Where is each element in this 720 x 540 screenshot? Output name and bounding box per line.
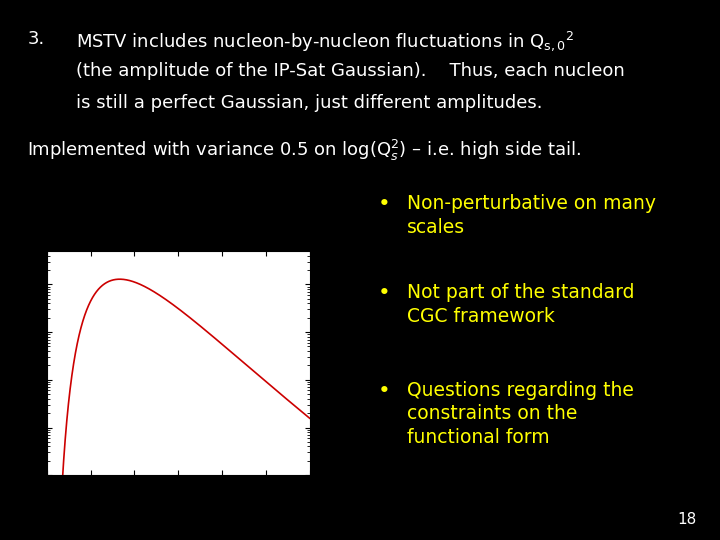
Text: •: • [378,284,391,303]
X-axis label: Q$_s$/<Q$_s$>: Q$_s$/<Q$_s$> [156,491,201,505]
Text: Questions regarding the
constraints on the
functional form: Questions regarding the constraints on t… [407,381,634,447]
Text: Implemented with variance 0.5 on log(Q$_s^2$) – i.e. high side tail.: Implemented with variance 0.5 on log(Q$_… [27,138,582,163]
Text: 3.: 3. [27,30,45,48]
Text: MSTV includes nucleon-by-nucleon fluctuations in Q$_{\mathregular{s,0}}$$^{\math: MSTV includes nucleon-by-nucleon fluctua… [76,30,574,53]
Text: •: • [378,194,391,214]
Text: (the amplitude of the IP-Sat Gaussian).    Thus, each nucleon: (the amplitude of the IP-Sat Gaussian). … [76,62,624,80]
Text: 18: 18 [678,511,697,526]
Text: Non-perturbative on many
scales: Non-perturbative on many scales [407,194,656,237]
Text: is still a perfect Gaussian, just different amplitudes.: is still a perfect Gaussian, just differ… [76,94,542,112]
Text: Not part of the standard
CGC framework: Not part of the standard CGC framework [407,284,634,326]
Text: •: • [378,381,391,401]
Y-axis label: dP/d(Q$_s$/<Q$_s$>): dP/d(Q$_s$/<Q$_s$>) [3,327,17,399]
